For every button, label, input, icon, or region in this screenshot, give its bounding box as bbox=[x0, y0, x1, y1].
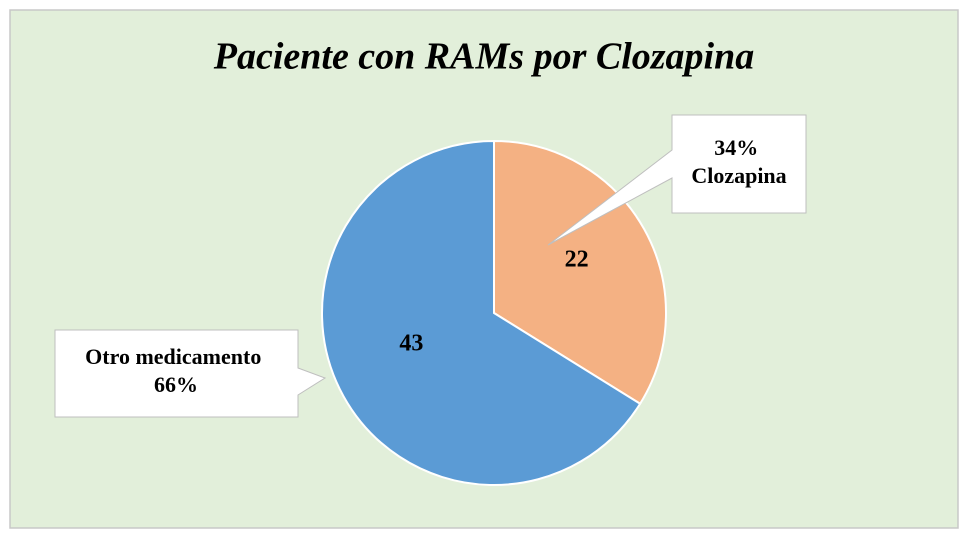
callout-percent: 66% bbox=[154, 372, 198, 397]
callout-category: Clozapina bbox=[691, 163, 786, 188]
callout-label: Otro medicamento 66% bbox=[85, 344, 267, 397]
data-label: 43 bbox=[399, 330, 423, 356]
pie-slice bbox=[493, 139, 667, 406]
callout-percent: 34% bbox=[714, 135, 758, 160]
data-label: 22 bbox=[565, 247, 589, 273]
callout-category: Otro medicamento bbox=[85, 344, 261, 369]
callout-box bbox=[547, 114, 807, 246]
pie-slice bbox=[321, 139, 642, 486]
callout-label: 34% Clozapina bbox=[691, 135, 786, 188]
callout-box bbox=[54, 329, 327, 418]
chart-title: Paciente con RAMs por Clozapina bbox=[213, 36, 755, 78]
